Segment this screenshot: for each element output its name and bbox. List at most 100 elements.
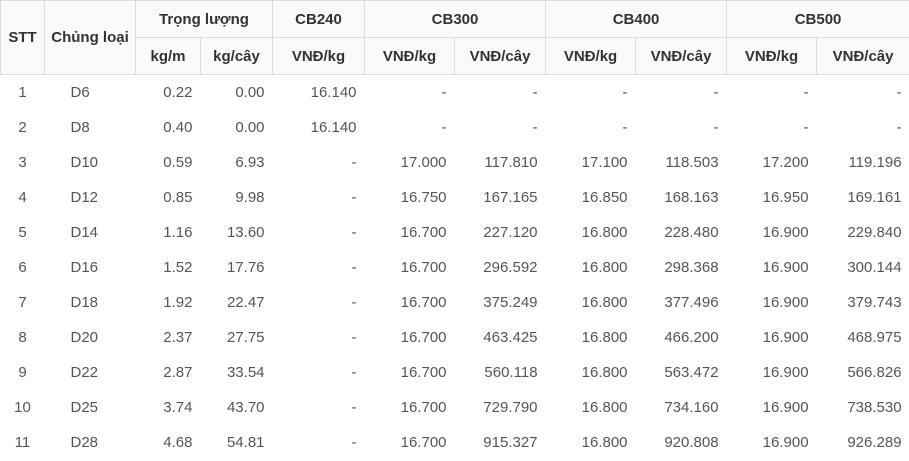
table-cell: -: [272, 425, 365, 460]
table-cell: D16: [44, 250, 136, 285]
table-cell: 43.70: [200, 390, 273, 425]
table-cell: -: [272, 320, 365, 355]
table-cell: 9: [0, 355, 45, 390]
table-cell: 16.800: [545, 250, 636, 285]
table-cell: 0.40: [135, 110, 201, 145]
table-cell: 22.47: [200, 285, 273, 320]
table-cell: 16.700: [364, 320, 455, 355]
table-cell: 0.00: [200, 110, 273, 145]
table-row: 5 D14 1.16 13.60-16.700 227.120 16.800 228.480…: [0, 215, 909, 250]
table-cell: 4.68: [135, 425, 201, 460]
table-cell: 9.98: [200, 180, 273, 215]
table-row: 6 D16 1.52 17.76-16.700 296.592 16.800 298.368…: [0, 250, 909, 285]
table-cell: 17.200: [726, 145, 817, 180]
table-cell: -: [272, 390, 365, 425]
table-cell: 16.800: [545, 285, 636, 320]
table-cell: -: [272, 180, 365, 215]
table-cell: 16.140: [272, 74, 365, 110]
header-cell: Trọng lượng: [134, 0, 274, 38]
table-row: 3 D10 0.59 6.93-17.000 117.810 17.100 118.503 1…: [0, 145, 909, 180]
table-cell: 16.900: [726, 320, 817, 355]
table-cell: 16.700: [364, 215, 455, 250]
table-cell: 466.200: [635, 320, 727, 355]
table-cell: 54.81: [200, 425, 273, 460]
table-cell: -: [272, 250, 365, 285]
table-cell: D22: [44, 355, 136, 390]
table-cell: 17.000: [364, 145, 455, 180]
table-cell: D20: [44, 320, 136, 355]
table-cell: 566.826: [816, 355, 909, 390]
table-cell: -: [272, 145, 365, 180]
header-cell: VNĐ/cây: [635, 37, 728, 75]
table-cell: -: [272, 285, 365, 320]
header-row: STT Chủng loại Trọng lượng CB240 CB300 CB400 C…: [0, 0, 909, 75]
header-cell: CB240: [272, 0, 366, 38]
table-cell: 8: [0, 320, 45, 355]
table-cell: -: [545, 110, 636, 145]
table-cell: D10: [44, 145, 136, 180]
table-cell: 296.592: [454, 250, 546, 285]
table-cell: 16.700: [364, 390, 455, 425]
table-cell: 920.808: [635, 425, 727, 460]
table-cell: 16.800: [545, 215, 636, 250]
table-cell: -: [364, 110, 455, 145]
table-cell: 119.196: [816, 145, 909, 180]
header-cell: VNĐ/kg: [726, 37, 818, 75]
table-cell: 734.160: [635, 390, 727, 425]
table-cell: 7: [0, 285, 45, 320]
header-cell: CB500: [726, 0, 909, 38]
table-cell: 560.118: [454, 355, 546, 390]
table-cell: -: [726, 74, 817, 110]
table-cell: 1.16: [135, 215, 201, 250]
table-cell: -: [272, 355, 365, 390]
table-cell: 0.59: [135, 145, 201, 180]
table-cell: 13.60: [200, 215, 273, 250]
table-cell: 1: [0, 74, 45, 110]
header-cell: VNĐ/cây: [816, 37, 909, 75]
table-cell: 2.37: [135, 320, 201, 355]
table-cell: -: [454, 110, 546, 145]
table-cell: 298.368: [635, 250, 727, 285]
table-cell: 227.120: [454, 215, 546, 250]
table-cell: 16.900: [726, 390, 817, 425]
table-cell: 16.900: [726, 355, 817, 390]
table-cell: 16.140: [272, 110, 365, 145]
table-cell: D8: [44, 110, 136, 145]
table-cell: -: [545, 74, 636, 110]
table-cell: 0.85: [135, 180, 201, 215]
table-cell: -: [635, 74, 727, 110]
table-cell: 4: [0, 180, 45, 215]
table-cell: 738.530: [816, 390, 909, 425]
table-cell: 16.700: [364, 425, 455, 460]
table-cell: D18: [44, 285, 136, 320]
table-cell: 6: [0, 250, 45, 285]
table-cell: -: [816, 74, 909, 110]
table-cell: 16.900: [726, 250, 817, 285]
table-header: STT Chủng loại Trọng lượng CB240 CB300 CB400 C…: [0, 0, 909, 75]
table-cell: 3.74: [135, 390, 201, 425]
table-cell: -: [364, 74, 455, 110]
header-cell: kg/m: [135, 37, 201, 75]
table-row: 9 D22 2.87 33.54-16.700 560.118 16.800 563.472…: [0, 355, 909, 390]
header-cell: Chủng loại: [44, 0, 136, 75]
table-row: 4 D12 0.85 9.98-16.750 167.165 16.850 168.163 1…: [0, 180, 909, 215]
table-cell: -: [816, 110, 909, 145]
table-cell: 729.790: [454, 390, 546, 425]
table-cell: 379.743: [816, 285, 909, 320]
table-cell: 16.900: [726, 285, 817, 320]
table-cell: 16.900: [726, 215, 817, 250]
table-cell: D14: [44, 215, 136, 250]
header-cell: CB400: [545, 0, 728, 38]
header-cell: VNĐ/kg: [272, 37, 366, 75]
table-cell: 11: [0, 425, 45, 460]
table-cell: 1.92: [135, 285, 201, 320]
table-cell: D25: [44, 390, 136, 425]
table-cell: 2: [0, 110, 45, 145]
table-cell: 3: [0, 145, 45, 180]
table-cell: 16.700: [364, 250, 455, 285]
table-cell: 229.840: [816, 215, 909, 250]
header-cell: VNĐ/kg: [364, 37, 456, 75]
table-cell: D28: [44, 425, 136, 460]
